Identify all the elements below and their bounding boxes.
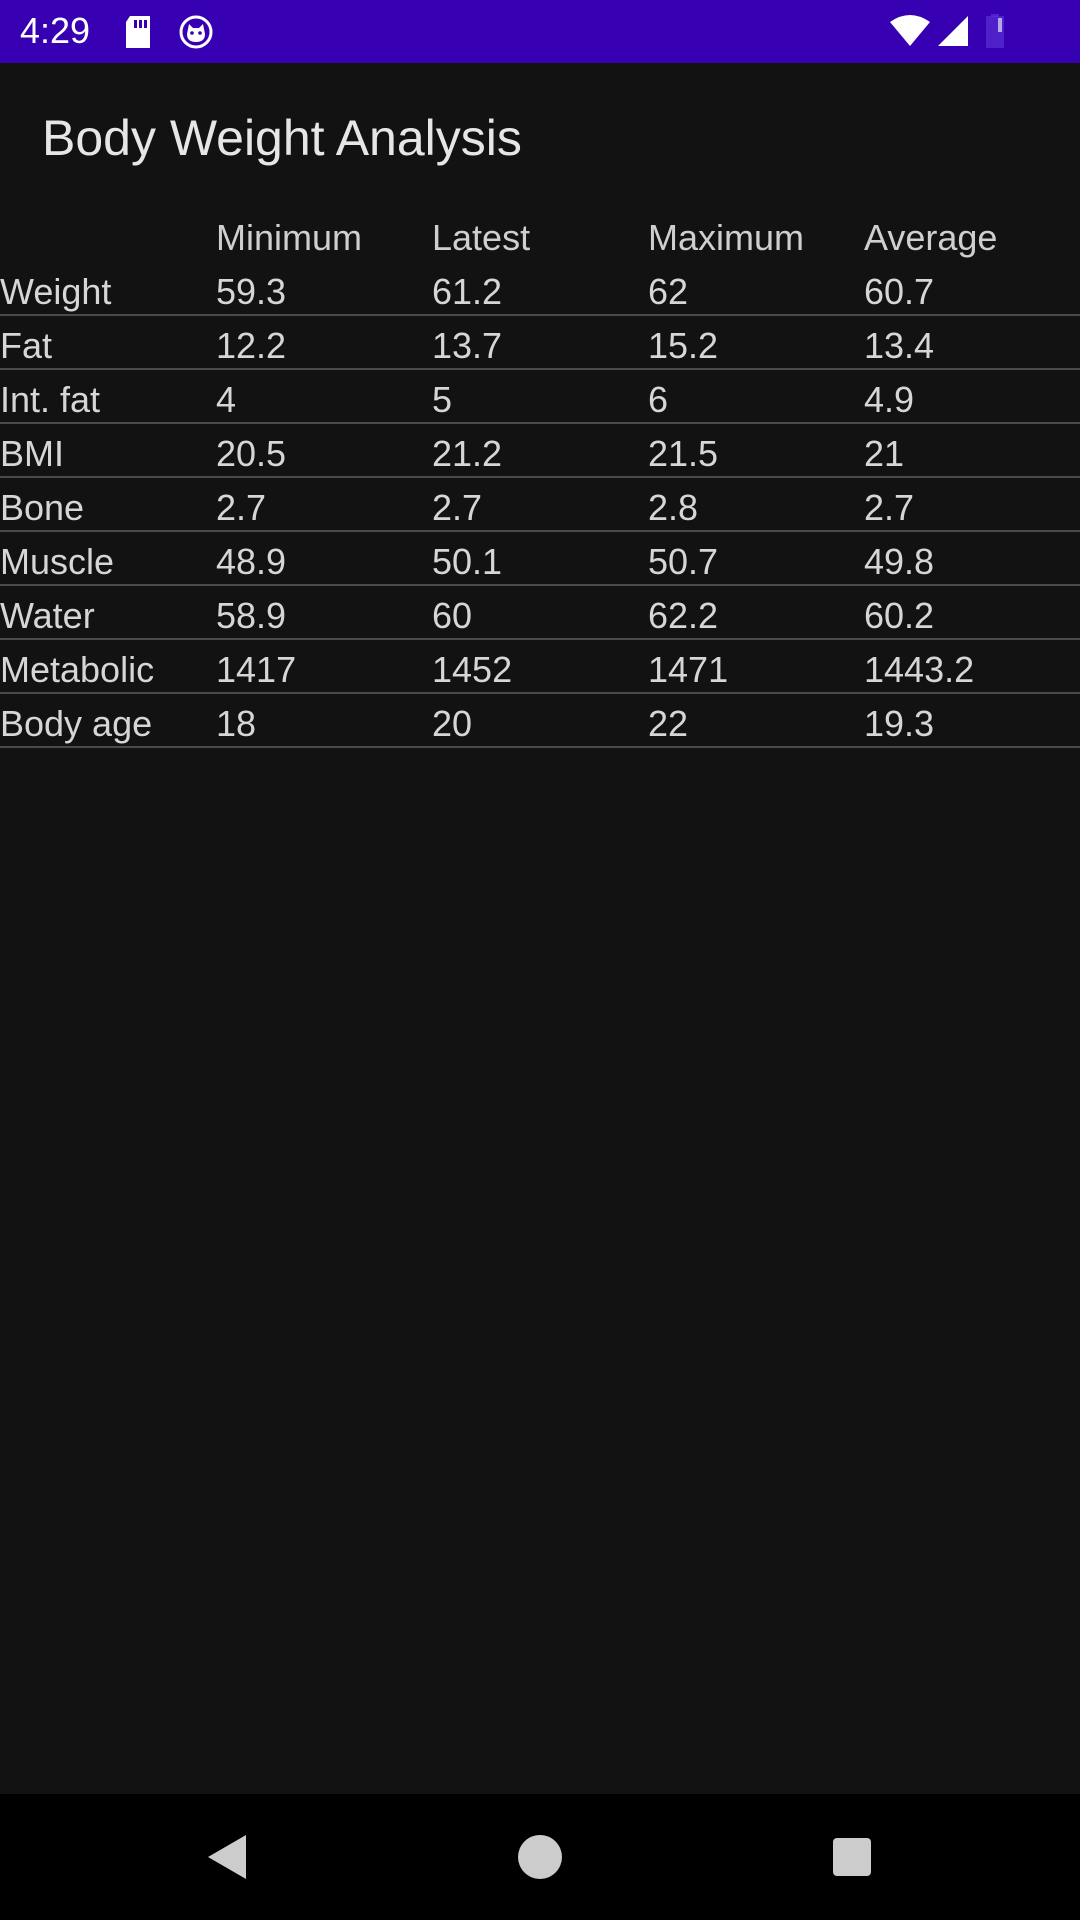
cell-latest: 60	[432, 595, 473, 636]
cell-latest: 13.7	[432, 325, 503, 366]
cell-maximum: 22	[648, 703, 689, 744]
row-label: Water	[0, 595, 95, 636]
cell-maximum: 50.7	[648, 541, 719, 582]
column-header-average: Average	[864, 217, 998, 258]
battery-icon	[984, 14, 1008, 50]
sd-card-icon	[122, 14, 158, 50]
back-icon[interactable]	[200, 1829, 256, 1885]
cell-minimum: 18	[216, 703, 257, 744]
cell-minimum: 20.5	[216, 433, 287, 474]
cell-latest: 61.2	[432, 271, 503, 312]
navigation-bar	[0, 1794, 1080, 1920]
column-header-latest: Latest	[432, 217, 531, 258]
wifi-icon	[890, 14, 930, 50]
cell-average: 1443.2	[864, 649, 975, 690]
table-row: BMI 20.5 21.2 21.5 21	[0, 424, 1080, 478]
row-label: Muscle	[0, 541, 115, 582]
cell-minimum: 59.3	[216, 271, 287, 312]
cell-latest: 20	[432, 703, 473, 744]
cell-average: 21	[864, 433, 905, 474]
row-label: Fat	[0, 325, 53, 366]
status-time: 4:29	[20, 10, 91, 51]
signal-icon	[936, 14, 972, 50]
table-row: Body age 18 20 22 19.3	[0, 694, 1080, 748]
cell-average: 60.2	[864, 595, 935, 636]
table-row: Metabolic 1417 1452 1471 1443.2	[0, 640, 1080, 694]
cat-face-icon	[178, 14, 214, 50]
cell-minimum: 1417	[216, 649, 297, 690]
cell-latest: 1452	[432, 649, 513, 690]
row-label: Body age	[0, 703, 153, 744]
column-header-maximum: Maximum	[648, 217, 805, 258]
cell-latest: 50.1	[432, 541, 503, 582]
cell-minimum: 12.2	[216, 325, 287, 366]
cell-minimum: 48.9	[216, 541, 287, 582]
cell-minimum: 58.9	[216, 595, 287, 636]
table-row: Water 58.9 60 62.2 60.2	[0, 586, 1080, 640]
cell-maximum: 2.8	[648, 487, 699, 528]
table-row: Weight 59.3 61.2 62 60.7	[0, 262, 1080, 316]
home-icon[interactable]	[512, 1829, 568, 1885]
cell-maximum: 6	[648, 379, 669, 420]
cell-minimum: 2.7	[216, 487, 267, 528]
table-row: Fat 12.2 13.7 15.2 13.4	[0, 316, 1080, 370]
cell-latest: 21.2	[432, 433, 503, 474]
cell-latest: 2.7	[432, 487, 483, 528]
row-label: Bone	[0, 487, 85, 528]
cell-average: 19.3	[864, 703, 935, 744]
cell-average: 13.4	[864, 325, 935, 366]
cell-maximum: 21.5	[648, 433, 719, 474]
column-header-minimum: Minimum	[216, 217, 363, 258]
row-label: Weight	[0, 271, 112, 312]
table-row: Muscle 48.9 50.1 50.7 49.8	[0, 532, 1080, 586]
row-label: BMI	[0, 433, 65, 474]
row-label: Int. fat	[0, 379, 101, 420]
cell-average: 49.8	[864, 541, 935, 582]
table-header: Minimum Latest Maximum Average	[0, 212, 1080, 262]
cell-average: 60.7	[864, 271, 935, 312]
table-row: Int. fat 4 5 6 4.9	[0, 370, 1080, 424]
status-bar: 4:29	[0, 0, 1080, 63]
table-row: Bone 2.7 2.7 2.8 2.7	[0, 478, 1080, 532]
cell-maximum: 15.2	[648, 325, 719, 366]
cell-maximum: 62.2	[648, 595, 719, 636]
cell-latest: 5	[432, 379, 453, 420]
cell-minimum: 4	[216, 379, 237, 420]
cell-maximum: 1471	[648, 649, 729, 690]
row-label: Metabolic	[0, 649, 155, 690]
cell-average: 4.9	[864, 379, 915, 420]
recents-icon[interactable]	[824, 1829, 880, 1885]
page-title: Body Weight Analysis	[42, 110, 522, 166]
cell-average: 2.7	[864, 487, 915, 528]
analysis-table: Minimum Latest Maximum Average Weight 59…	[0, 212, 1080, 748]
cell-maximum: 62	[648, 271, 689, 312]
